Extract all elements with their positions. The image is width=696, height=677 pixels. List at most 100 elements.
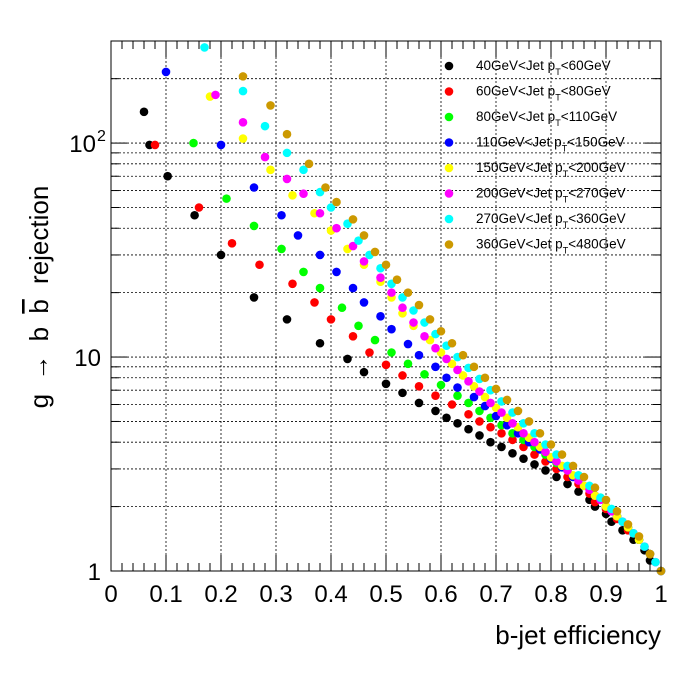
data-point: [414, 300, 424, 310]
data-point: [530, 437, 539, 447]
axis-ticks: [110, 40, 662, 572]
data-point: [634, 532, 644, 541]
legend-label: 60GeV<Jet pT<80GeV: [476, 84, 611, 103]
x-tick-label: 0.5: [369, 581, 402, 608]
data-point: [475, 406, 484, 416]
data-point: [442, 354, 451, 364]
data-point: [403, 359, 413, 369]
data-point: [442, 373, 451, 383]
legend-marker: [444, 189, 454, 198]
data-point: [574, 487, 583, 496]
data-point: [255, 260, 264, 270]
data-point: [508, 435, 517, 445]
series-8: [238, 72, 666, 576]
data-point: [332, 197, 341, 207]
data-point: [469, 392, 479, 402]
legend-item: 40GeV<Jet pT<60GeV: [444, 58, 611, 77]
data-point: [238, 72, 248, 81]
data-point: [260, 121, 270, 131]
legend-label: 360GeV<Jet pT<480GeV: [476, 237, 626, 256]
data-point: [359, 298, 369, 307]
data-point: [348, 215, 358, 224]
data-point: [381, 260, 391, 270]
data-point: [645, 549, 655, 559]
legend-item: 150GeV<Jet pT<200GeV: [444, 160, 626, 179]
legend-label: 110GeV<Jet pT<150GeV: [476, 135, 625, 154]
data-point: [486, 437, 495, 447]
data-point: [216, 140, 226, 150]
data-point: [299, 189, 308, 199]
data-point: [475, 431, 484, 440]
data-point: [403, 339, 413, 349]
data-point: [414, 381, 424, 391]
x-axis-title: b-jet efficiency: [495, 620, 661, 650]
data-point: [260, 152, 270, 162]
data-point: [293, 231, 303, 240]
data-point: [453, 391, 462, 400]
data-point: [486, 422, 495, 432]
data-point: [359, 367, 369, 377]
data-point: [541, 466, 550, 475]
data-point: [497, 442, 506, 452]
legend-label: 270GeV<Jet pT<360GeV: [476, 211, 626, 230]
legend-label: 200GeV<Jet pT<270GeV: [476, 186, 626, 205]
data-point: [579, 472, 589, 482]
data-point: [398, 371, 407, 380]
data-point: [216, 250, 226, 260]
data-point: [464, 398, 473, 408]
data-point: [288, 279, 297, 289]
data-point: [370, 247, 380, 257]
legend-label: 40GeV<Jet pT<60GeV: [476, 58, 611, 77]
data-point: [266, 101, 275, 110]
data-point: [332, 267, 341, 277]
data-point: [348, 241, 358, 251]
legend-marker: [444, 112, 454, 122]
data-point: [447, 338, 457, 348]
data-point: [590, 483, 600, 493]
legend: 40GeV<Jet pT<60GeV 60GeV<Jet pT<80GeV 80Ge…: [444, 58, 626, 256]
data-point: [321, 183, 330, 192]
x-tick-label: 0.6: [424, 581, 457, 608]
data-point: [480, 373, 490, 383]
legend-marker: [444, 163, 454, 173]
data-point: [491, 384, 501, 394]
data-point: [359, 257, 369, 266]
y-title-arrow: →: [24, 355, 54, 381]
data-point: [414, 350, 424, 360]
data-point: [310, 298, 319, 307]
data-point: [469, 362, 479, 372]
data-point: [161, 67, 171, 77]
data-point: [249, 221, 259, 231]
y-tick-exponent: 2: [97, 128, 106, 145]
x-tick-label: 1: [654, 581, 667, 608]
data-point: [348, 283, 358, 293]
data-point: [403, 288, 413, 297]
data-point: [288, 191, 297, 200]
data-point: [464, 377, 473, 386]
data-point: [238, 118, 248, 127]
data-point: [431, 343, 440, 353]
legend-label: 80GeV<Jet pT<110GeV: [476, 109, 617, 128]
data-point: [282, 315, 292, 324]
data-point: [381, 360, 391, 370]
data-point: [326, 315, 336, 324]
y-tick-label: 10: [69, 131, 96, 158]
legend-marker: [444, 214, 454, 224]
legend-item: 60GeV<Jet pT<80GeV: [444, 84, 611, 103]
legend-item: 110GeV<Jet pT<150GeV: [444, 135, 625, 154]
data-point: [189, 138, 198, 148]
data-point: [475, 387, 484, 396]
data-point: [601, 495, 611, 505]
data-point: [447, 359, 457, 369]
y-title-bbar: b: [24, 299, 54, 313]
data-point: [315, 208, 325, 218]
data-point: [431, 406, 440, 416]
data-point: [502, 413, 512, 423]
data-point: [623, 520, 633, 529]
data-point: [420, 332, 429, 341]
series-1: [139, 107, 666, 576]
data-point: [387, 348, 396, 357]
x-tick-label: 0.7: [479, 581, 512, 608]
